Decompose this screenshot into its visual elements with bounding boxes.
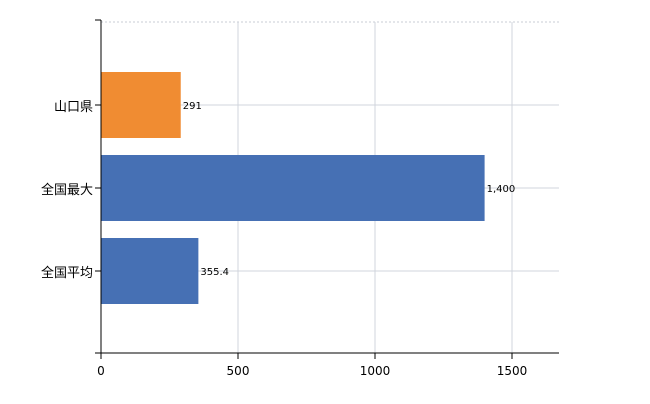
- bar: [101, 238, 199, 304]
- x-tick-label: 1000: [360, 364, 391, 378]
- x-tick-label: 500: [227, 364, 250, 378]
- y-tick-label: 全国平均: [41, 265, 93, 281]
- bar: [101, 155, 485, 221]
- y-tick-label: 山口県: [54, 100, 93, 115]
- data-label: 291: [183, 101, 202, 112]
- data-label: 1,400: [487, 184, 516, 195]
- data-label: 355.4: [200, 267, 229, 278]
- bar: [101, 72, 181, 138]
- axes: [95, 19, 559, 359]
- y-tick-label: 全国最大: [41, 182, 93, 198]
- bars: [101, 72, 485, 304]
- x-tick-label: 1500: [497, 364, 528, 378]
- x-tick-label: 0: [97, 364, 105, 378]
- labels: 291 山口県 1,400 全国最大 355.4 全国平均 0 500 1000 1500: [41, 100, 527, 378]
